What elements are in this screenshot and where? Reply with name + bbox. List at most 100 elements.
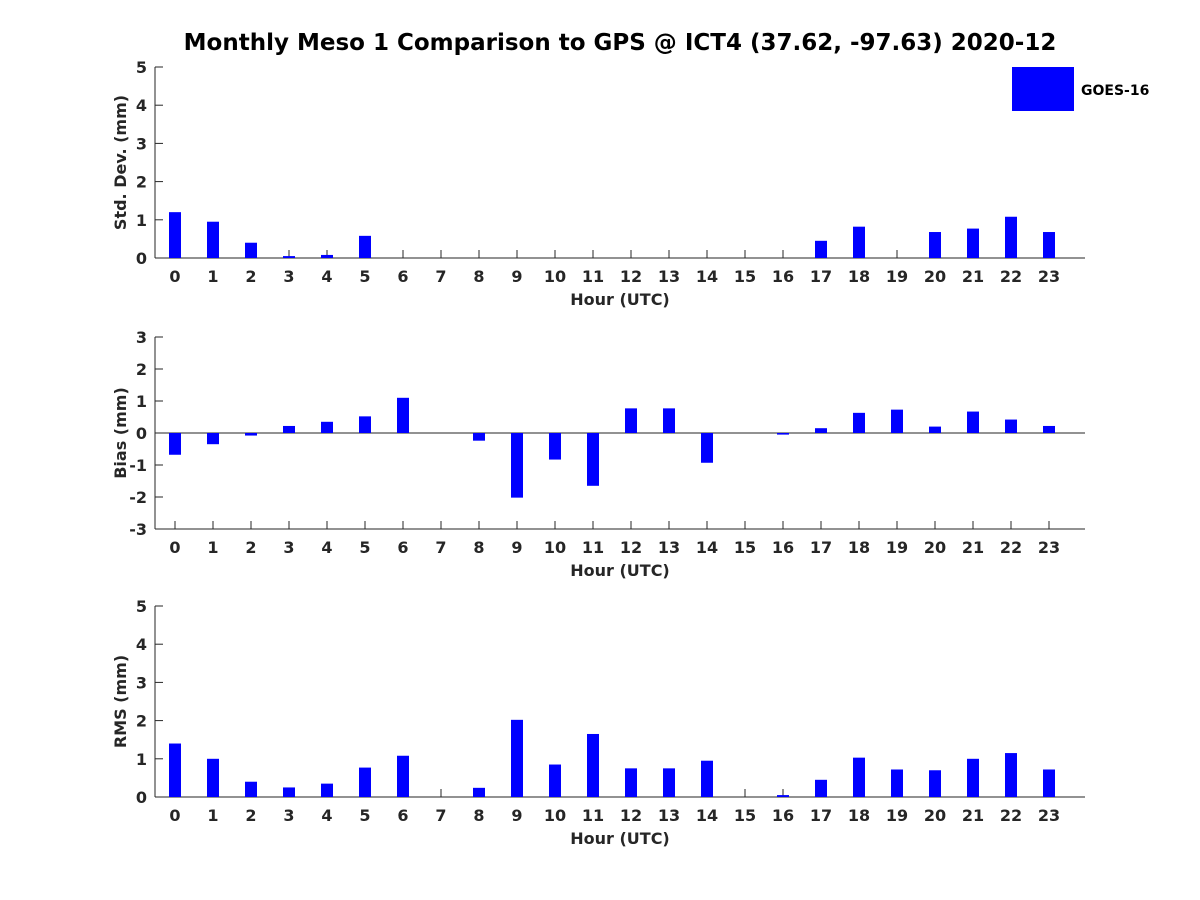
x-tick-label: 10 xyxy=(544,267,566,286)
legend: GOES-16 xyxy=(1012,67,1149,111)
bar xyxy=(245,242,257,258)
bar xyxy=(359,767,371,797)
y-tick-label: 3 xyxy=(136,328,147,347)
bar xyxy=(587,433,599,486)
x-axis-label: Hour (UTC) xyxy=(570,829,670,848)
bar xyxy=(1005,419,1017,433)
chart-title: Monthly Meso 1 Comparison to GPS @ ICT4 … xyxy=(183,30,1057,56)
x-tick-label: 19 xyxy=(886,267,908,286)
x-tick-label: 13 xyxy=(658,806,680,825)
bar xyxy=(245,433,257,436)
x-tick-label: 9 xyxy=(511,538,522,557)
y-tick-label: 1 xyxy=(136,211,147,230)
y-tick-label: -1 xyxy=(129,456,147,475)
bar xyxy=(625,768,637,797)
y-tick-label: -2 xyxy=(129,488,147,507)
x-tick-label: 23 xyxy=(1038,806,1060,825)
x-tick-label: 23 xyxy=(1038,267,1060,286)
y-tick-label: 4 xyxy=(136,635,147,654)
x-tick-label: 8 xyxy=(473,806,484,825)
bar xyxy=(321,254,333,258)
y-tick-label: 2 xyxy=(136,173,147,192)
bar xyxy=(283,256,295,258)
y-tick-label: 3 xyxy=(136,134,147,153)
x-tick-label: 5 xyxy=(359,538,370,557)
x-axis-label: Hour (UTC) xyxy=(570,561,670,580)
x-tick-label: 16 xyxy=(772,267,794,286)
x-axis-label: Hour (UTC) xyxy=(570,290,670,309)
x-tick-label: 18 xyxy=(848,806,870,825)
x-tick-label: 9 xyxy=(511,806,522,825)
bar xyxy=(473,433,485,441)
y-axis-label: Bias (mm) xyxy=(111,387,130,479)
y-tick-label: 0 xyxy=(136,788,147,807)
x-tick-label: 12 xyxy=(620,267,642,286)
x-tick-label: 21 xyxy=(962,538,984,557)
bar xyxy=(967,228,979,258)
x-tick-label: 11 xyxy=(582,267,604,286)
x-tick-label: 19 xyxy=(886,806,908,825)
x-tick-label: 14 xyxy=(696,267,718,286)
x-tick-label: 1 xyxy=(207,267,218,286)
legend-label: GOES-16 xyxy=(1081,83,1149,99)
x-tick-label: 4 xyxy=(321,538,332,557)
x-tick-label: 20 xyxy=(924,806,946,825)
x-tick-label: 5 xyxy=(359,806,370,825)
bar xyxy=(815,240,827,258)
bar xyxy=(967,411,979,433)
y-axis-label: Std. Dev. (mm) xyxy=(111,95,130,230)
x-tick-label: 18 xyxy=(848,267,870,286)
x-tick-label: 8 xyxy=(473,267,484,286)
bar xyxy=(663,408,675,433)
x-tick-label: 22 xyxy=(1000,267,1022,286)
x-tick-label: 11 xyxy=(582,538,604,557)
x-tick-label: 17 xyxy=(810,538,832,557)
x-tick-label: 15 xyxy=(734,267,756,286)
y-tick-label: 4 xyxy=(136,96,147,115)
bar xyxy=(473,787,485,797)
bar xyxy=(1043,769,1055,797)
x-tick-label: 6 xyxy=(397,538,408,557)
x-tick-label: 3 xyxy=(283,538,294,557)
x-tick-label: 17 xyxy=(810,806,832,825)
x-tick-label: 19 xyxy=(886,538,908,557)
bar xyxy=(397,397,409,433)
bar xyxy=(1005,216,1017,258)
x-tick-label: 16 xyxy=(772,806,794,825)
x-tick-label: 2 xyxy=(245,267,256,286)
bar xyxy=(169,433,181,455)
y-tick-label: 2 xyxy=(136,360,147,379)
bar xyxy=(169,212,181,258)
x-tick-label: 15 xyxy=(734,806,756,825)
bar xyxy=(321,783,333,797)
bar xyxy=(967,758,979,797)
bar xyxy=(207,758,219,797)
x-tick-label: 0 xyxy=(169,267,180,286)
x-tick-label: 12 xyxy=(620,538,642,557)
x-tick-label: 14 xyxy=(696,538,718,557)
bar xyxy=(777,433,789,435)
x-tick-label: 22 xyxy=(1000,806,1022,825)
x-tick-label: 7 xyxy=(435,806,446,825)
x-tick-label: 4 xyxy=(321,267,332,286)
x-tick-label: 11 xyxy=(582,806,604,825)
bar xyxy=(283,787,295,797)
y-tick-label: -3 xyxy=(129,520,147,539)
bar xyxy=(663,768,675,797)
x-tick-label: 23 xyxy=(1038,538,1060,557)
bar xyxy=(359,235,371,258)
x-tick-label: 10 xyxy=(544,538,566,557)
y-tick-label: 2 xyxy=(136,712,147,731)
x-tick-label: 17 xyxy=(810,267,832,286)
y-tick-label: 5 xyxy=(136,597,147,616)
bar xyxy=(1043,232,1055,258)
x-tick-label: 0 xyxy=(169,538,180,557)
x-tick-label: 7 xyxy=(435,538,446,557)
x-tick-label: 3 xyxy=(283,806,294,825)
legend-swatch xyxy=(1012,67,1074,111)
bar xyxy=(359,416,371,433)
x-tick-label: 12 xyxy=(620,806,642,825)
x-tick-label: 21 xyxy=(962,806,984,825)
